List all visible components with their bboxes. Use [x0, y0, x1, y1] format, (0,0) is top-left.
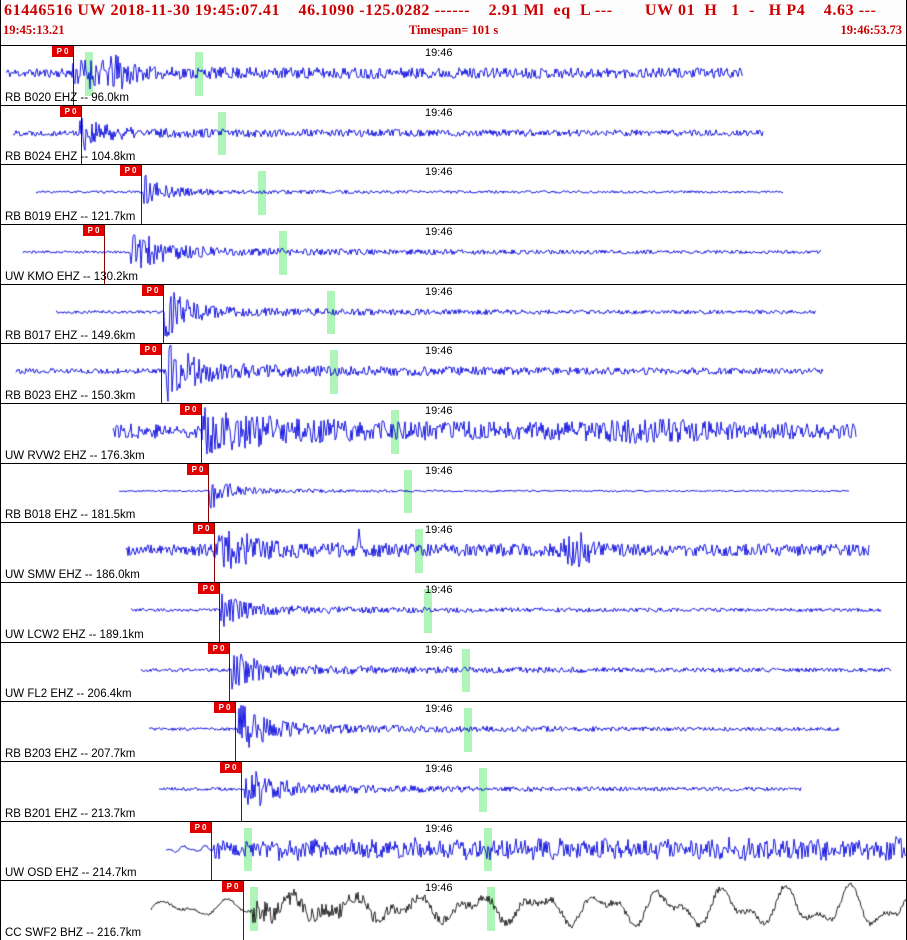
station-label: RB B017 EHZ -- 149.6km	[5, 330, 136, 343]
minute-tick-label: 19:46	[425, 345, 453, 358]
minute-tick-label: 19:46	[425, 524, 453, 537]
minute-tick-label: 19:46	[425, 464, 453, 477]
station-label: UW RVW2 EHZ -- 176.3km	[5, 449, 145, 462]
pick-flag[interactable]: P 0	[193, 523, 214, 535]
pick-flag[interactable]: P 0	[52, 46, 73, 57]
waveform-canvas[interactable]	[1, 523, 906, 582]
station-label: RB B023 EHZ -- 150.3km	[5, 389, 136, 402]
pick-flag[interactable]: P 0	[180, 403, 201, 415]
waveform-canvas[interactable]	[1, 105, 906, 165]
station-label: UW OSD EHZ -- 214.7km	[5, 867, 137, 880]
minute-tick-label: 19:46	[425, 703, 453, 716]
pick-flag[interactable]: P 0	[190, 821, 211, 833]
station-label: RB B024 EHZ -- 104.8km	[5, 151, 136, 164]
trace-list: P 0 19:46 RB B020 EHZ -- 96.0km P 0 19:4…	[1, 45, 906, 940]
waveform-canvas[interactable]	[1, 224, 906, 284]
waveform-canvas[interactable]	[1, 46, 906, 105]
station-label: RB B203 EHZ -- 207.7km	[5, 747, 136, 760]
minute-tick-label: 19:46	[425, 404, 453, 417]
minute-tick-label: 19:46	[425, 225, 453, 238]
waveform-canvas[interactable]	[1, 821, 906, 881]
waveform-canvas[interactable]	[1, 761, 906, 821]
trace-row[interactable]: P 0 19:46 RB B024 EHZ -- 104.8km	[1, 105, 906, 166]
trace-row[interactable]: P 0 19:46 UW OSD EHZ -- 214.7km	[1, 821, 906, 882]
station-label: RB B201 EHZ -- 213.7km	[5, 807, 136, 820]
trace-row[interactable]: P 0 19:46 RB B203 EHZ -- 207.7km	[1, 702, 906, 762]
pick-flag[interactable]: P 0	[60, 105, 81, 117]
waveform-canvas[interactable]	[1, 642, 906, 702]
pick-flag[interactable]: P 0	[120, 165, 141, 177]
pick-flag[interactable]: P 0	[198, 582, 219, 594]
trace-row[interactable]: P 0 19:46 RB B017 EHZ -- 149.6km	[1, 284, 906, 345]
station-label: CC SWF2 BHZ -- 216.7km	[5, 926, 142, 939]
station-label: RB B020 EHZ -- 96.0km	[5, 91, 129, 104]
trace-row[interactable]: P 0 19:46 RB B023 EHZ -- 150.3km	[1, 344, 906, 404]
waveform-canvas[interactable]	[1, 403, 906, 463]
waveform-canvas[interactable]	[1, 881, 906, 940]
timespan-label: Timespan= 101 s	[408, 23, 499, 37]
minute-tick-label: 19:46	[425, 166, 453, 179]
pick-flag[interactable]: P 0	[187, 463, 208, 475]
waveform-canvas[interactable]	[1, 284, 906, 344]
trace-row[interactable]: P 0 19:46 UW LCW2 EHZ -- 189.1km	[1, 582, 906, 643]
minute-tick-label: 19:46	[425, 822, 453, 835]
trace-row[interactable]: P 0 19:46 UW FL2 EHZ -- 206.4km	[1, 642, 906, 703]
trace-row[interactable]: P 0 19:46 CC SWF2 BHZ -- 216.7km	[1, 881, 906, 940]
minute-tick-label: 19:46	[425, 882, 453, 895]
trace-row[interactable]: P 0 19:46 RB B020 EHZ -- 96.0km	[1, 46, 906, 106]
pick-flag[interactable]: P 0	[142, 284, 163, 296]
pick-flag[interactable]: P 0	[83, 224, 104, 236]
pick-flag[interactable]: P 0	[208, 642, 229, 654]
station-label: UW SMW EHZ -- 186.0km	[5, 568, 140, 581]
waveform-canvas[interactable]	[1, 582, 906, 642]
pick-flag[interactable]: P 0	[220, 761, 241, 773]
minute-tick-label: 19:46	[425, 643, 453, 656]
pick-flag[interactable]: P 0	[140, 344, 161, 356]
window-start-time: 19:45:13.21	[3, 23, 65, 37]
waveform-canvas[interactable]	[1, 463, 906, 523]
station-label: UW LCW2 EHZ -- 189.1km	[5, 628, 144, 641]
waveform-canvas[interactable]	[1, 702, 906, 761]
waveform-canvas[interactable]	[1, 165, 906, 224]
trace-row[interactable]: P 0 19:46 RB B018 EHZ -- 181.5km	[1, 463, 906, 524]
pick-flag[interactable]: P 0	[214, 702, 235, 714]
minute-tick-label: 19:46	[425, 762, 453, 775]
station-label: RB B019 EHZ -- 121.7km	[5, 210, 136, 223]
station-label: UW FL2 EHZ -- 206.4km	[5, 688, 132, 701]
trace-row[interactable]: P 0 19:46 RB B019 EHZ -- 121.7km	[1, 165, 906, 225]
minute-tick-label: 19:46	[425, 106, 453, 119]
station-label: RB B018 EHZ -- 181.5km	[5, 509, 136, 522]
trace-row[interactable]: P 0 19:46 UW RVW2 EHZ -- 176.3km	[1, 403, 906, 464]
event-header: 61446516 UW 2018-11-30 19:45:07.41 46.10…	[1, 0, 906, 45]
window-end-time: 19:46:53.73	[840, 23, 902, 37]
time-window-bar: 19:45:13.21 Timespan= 101 s 19:46:53.73	[1, 20, 906, 40]
pick-flag[interactable]: P 0	[222, 881, 243, 893]
minute-tick-label: 19:46	[425, 47, 453, 59]
trace-row[interactable]: P 0 19:46 UW KMO EHZ -- 130.2km	[1, 224, 906, 285]
minute-tick-label: 19:46	[425, 285, 453, 298]
trace-row[interactable]: P 0 19:46 UW SMW EHZ -- 186.0km	[1, 523, 906, 583]
waveform-canvas[interactable]	[1, 344, 906, 403]
minute-tick-label: 19:46	[425, 583, 453, 596]
station-label: UW KMO EHZ -- 130.2km	[5, 270, 138, 283]
trace-row[interactable]: P 0 19:46 RB B201 EHZ -- 213.7km	[1, 761, 906, 822]
event-summary-line: 61446516 UW 2018-11-30 19:45:07.41 46.10…	[4, 2, 877, 19]
